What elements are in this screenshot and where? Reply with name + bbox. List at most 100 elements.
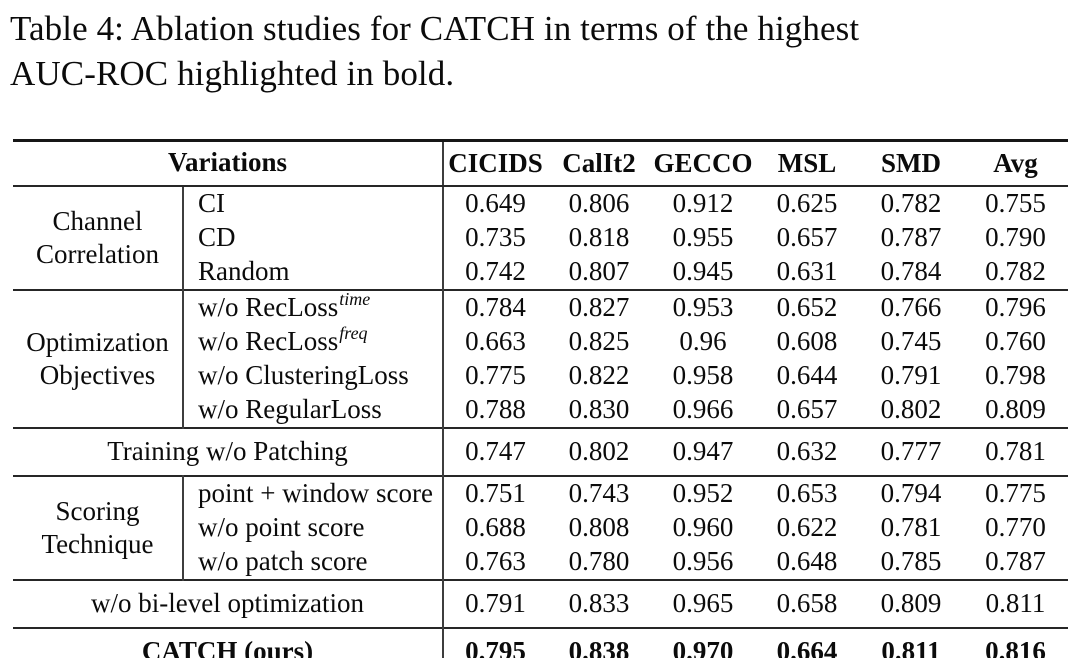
group-label-line: Optimization [26, 327, 169, 357]
value-cell: 0.653 [755, 475, 859, 511]
table-section: w/o bi-level optimization 0.791 0.833 0.965… [13, 579, 1068, 628]
col-header-gecco: GECCO [651, 140, 755, 187]
value-cell: 0.780 [568, 546, 630, 576]
superscript: time [339, 289, 371, 309]
variation-label-text: w/o RegularLoss [198, 394, 382, 424]
caption-line-2: AUC-ROC highlighted in bold. [10, 54, 455, 93]
value-cell: 0.802 [880, 394, 942, 424]
value-cell: 0.775 [442, 359, 547, 393]
table-row: w/o patch score 0.763 0.780 0.956 0.648 0.785… [13, 545, 1068, 580]
value-cell: 0.806 [568, 188, 630, 218]
value-cell: 0.781 [963, 427, 1068, 476]
variations-header: Variations [13, 140, 443, 187]
value-cell: 0.953 [651, 289, 755, 325]
table-row: w/o ClusteringLoss 0.775 0.822 0.958 0.644 0.… [13, 359, 1068, 393]
value-cell: 0.766 [859, 289, 963, 325]
value-cell: 0.912 [672, 188, 734, 218]
value-cell: 0.825 [568, 326, 630, 356]
variation-label-text: Random [198, 256, 290, 286]
value-cell: 0.791 [442, 579, 547, 628]
table-row: CATCH (ours) 0.795 0.838 0.970 0.664 0.811 0.8… [13, 627, 1068, 658]
value-cell: 0.782 [880, 188, 942, 218]
value-cell: 0.838 [547, 627, 651, 658]
value-cell: 0.788 [442, 393, 547, 428]
value-cell: 0.785 [880, 546, 942, 576]
value-cell: 0.608 [776, 326, 838, 356]
value-cell: 0.796 [963, 289, 1068, 325]
col-header-avg: Avg [963, 140, 1068, 187]
value-cell: 0.763 [442, 545, 547, 580]
value-cell: 0.827 [547, 289, 651, 325]
value-cell: 0.649 [442, 186, 547, 221]
value-cell: 0.794 [859, 475, 963, 511]
variation-label-text: w/o RecLoss [198, 292, 339, 322]
value-cell: 0.760 [985, 326, 1046, 356]
value-cell: 0.657 [776, 222, 838, 252]
group-label: Optimization Objectives [13, 289, 184, 428]
table-caption: Table 4: Ablation studies for CATCH in t… [10, 6, 1072, 96]
table-row: Scoring Technique point + window score 0.75… [13, 475, 1068, 580]
col-header-msl: MSL [755, 140, 859, 187]
value-cell: 0.970 [651, 627, 755, 658]
value-cell: 0.795 [442, 627, 547, 658]
value-cell: 0.960 [672, 512, 734, 542]
value-cell: 0.809 [859, 579, 963, 628]
value-cell: 0.816 [963, 627, 1068, 658]
span-row-label: Training w/o Patching [13, 427, 443, 476]
value-cell: 0.955 [672, 222, 734, 252]
col-header-smd: SMD [859, 140, 963, 187]
group-label: Scoring Technique [13, 475, 184, 580]
value-cell: 0.658 [755, 579, 859, 628]
value-cell: 0.830 [568, 394, 630, 424]
group-label-line: Scoring [55, 496, 140, 526]
table-row: w/o RecLossfreq 0.663 0.825 0.96 0.608 0.745 0… [13, 323, 1068, 359]
value-cell: 0.781 [880, 512, 942, 542]
value-cell: 0.787 [985, 546, 1046, 576]
variation-label-text: point + window score [198, 478, 433, 508]
group-label-line: Correlation [36, 239, 159, 269]
variation-label-text: w/o ClusteringLoss [198, 360, 409, 390]
variation-label-text: w/o point score [198, 512, 365, 542]
value-cell: 0.755 [985, 188, 1046, 218]
value-cell: 0.652 [755, 289, 859, 325]
col-header-cicids: CICIDS [442, 140, 547, 187]
variation-label: CD [183, 221, 443, 255]
group-label-line: Channel [52, 206, 143, 236]
value-cell: 0.96 [679, 326, 727, 356]
caption-line-1: Table 4: Ablation studies for CATCH in t… [10, 9, 860, 48]
group-label: Channel Correlation [13, 186, 184, 290]
value-cell: 0.632 [755, 427, 859, 476]
value-cell: 0.625 [776, 188, 838, 218]
variation-label-text: CI [198, 188, 225, 218]
value-cell: 0.688 [442, 511, 547, 545]
value-cell: 0.743 [547, 475, 651, 511]
value-cell: 0.631 [776, 256, 838, 286]
variation-label-text: w/o patch score [198, 546, 368, 576]
value-cell: 0.770 [985, 512, 1046, 542]
variation-label: w/o RecLosstime [183, 289, 443, 325]
value-cell: 0.802 [547, 427, 651, 476]
variation-label: w/o ClusteringLoss [183, 359, 443, 393]
span-row-label: CATCH (ours) [13, 627, 443, 658]
value-cell: 0.947 [651, 427, 755, 476]
table-section: Training w/o Patching 0.747 0.802 0.947 0.63… [13, 427, 1068, 476]
group-label-line: Objectives [39, 360, 156, 390]
table-row: Channel Correlation CI 0.649 0.806 0.912 0.625… [13, 186, 1068, 290]
variation-label: Random [183, 255, 443, 290]
value-cell: 0.952 [651, 475, 755, 511]
value-cell: 0.956 [672, 546, 734, 576]
value-cell: 0.742 [442, 255, 547, 290]
value-cell: 0.648 [776, 546, 838, 576]
variation-label: w/o point score [183, 511, 443, 545]
table-container: Variations CICIDS CalIt2 GECCO MSL SMD Avg Ch… [13, 139, 1068, 658]
col-header-calit2: CalIt2 [547, 140, 651, 187]
value-cell: 0.811 [963, 579, 1068, 628]
variation-label-text: CD [198, 222, 236, 252]
superscript: freq [339, 323, 368, 343]
header-row: Variations CICIDS CalIt2 GECCO MSL SMD Avg [13, 140, 1068, 187]
value-cell: 0.784 [442, 289, 547, 325]
group-label-line: Technique [41, 529, 154, 559]
table-row: w/o bi-level optimization 0.791 0.833 0.965… [13, 579, 1068, 628]
value-cell: 0.809 [985, 394, 1046, 424]
table-row: Random 0.742 0.807 0.945 0.631 0.784 0.782 [13, 255, 1068, 290]
